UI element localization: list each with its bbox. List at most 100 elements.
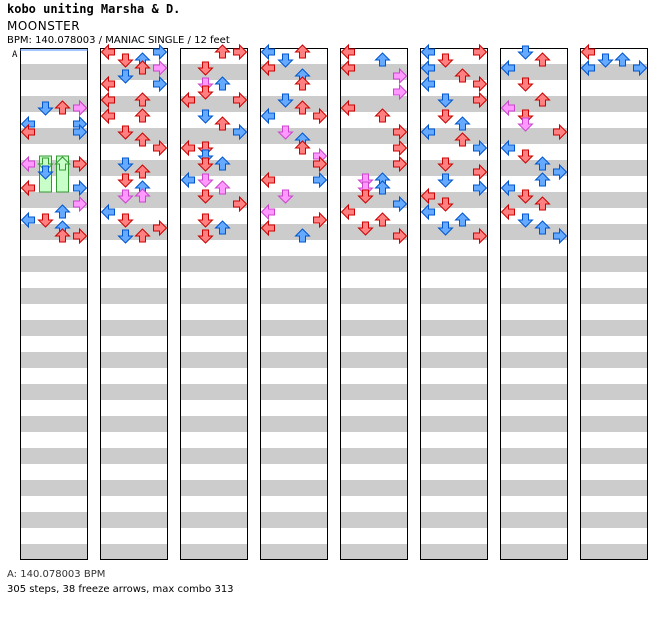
step-arrow (357, 173, 374, 188)
step-arrow (313, 155, 328, 173)
step-arrow (374, 212, 391, 227)
step-arrow (153, 75, 168, 93)
step-arrow (517, 149, 534, 164)
step-arrow (454, 132, 471, 147)
measure-stripe (580, 448, 648, 464)
measure-stripe (500, 96, 568, 112)
step-arrow (73, 123, 88, 141)
step-arrow (233, 123, 248, 141)
measure-stripe (500, 320, 568, 336)
step-arrow (517, 117, 534, 132)
step-arrow (37, 101, 54, 116)
step-arrow (100, 107, 115, 125)
step-arrow (197, 109, 214, 124)
step-arrow (180, 139, 195, 157)
bpm-note: A: 140.078003 BPM (7, 569, 106, 580)
measure-stripe (420, 192, 488, 208)
step-arrow (214, 44, 231, 59)
step-arrow (134, 92, 151, 107)
measure-stripe (20, 224, 88, 240)
measure-stripe (500, 224, 568, 240)
step-arrow (437, 221, 454, 236)
chart-column (500, 48, 568, 560)
step-arrow (357, 221, 374, 236)
measure-stripe (260, 192, 328, 208)
chart-meta: BPM: 140.078003 / MANIAC SINGLE / 12 fee… (7, 35, 230, 46)
chart-column (180, 48, 248, 560)
freeze-arrow-head (37, 157, 54, 172)
measure-stripe (500, 480, 568, 496)
measure-stripe (260, 288, 328, 304)
step-arrow (473, 179, 488, 197)
step-arrow (153, 139, 168, 157)
step-arrow (473, 75, 488, 93)
step-arrow (197, 77, 214, 92)
measure-stripe (340, 320, 408, 336)
measure-stripe (260, 64, 328, 80)
measure-stripe (180, 288, 248, 304)
measure-stripe (420, 288, 488, 304)
step-arrow (260, 171, 275, 189)
step-arrow (20, 123, 35, 141)
measure-stripe (500, 544, 568, 560)
step-arrow (473, 227, 488, 245)
measure-stripe (340, 96, 408, 112)
measure-stripe (20, 544, 88, 560)
measure-stripe (260, 352, 328, 368)
step-arrow (340, 203, 355, 221)
step-arrow (517, 45, 534, 60)
measure-stripe (100, 416, 168, 432)
step-arrow (260, 43, 275, 61)
step-arrow (534, 196, 551, 211)
step-arrow (553, 163, 568, 181)
step-arrow (420, 43, 435, 61)
measure-stripe (340, 416, 408, 432)
step-arrow (340, 43, 355, 61)
measure-stripe (100, 544, 168, 560)
step-arrow (500, 179, 515, 197)
step-arrow (73, 179, 88, 197)
measure-stripe (580, 416, 648, 432)
measure-stripe (580, 96, 648, 112)
step-arrow (517, 213, 534, 228)
measure-stripe (420, 352, 488, 368)
measure-stripe (580, 512, 648, 528)
step-arrow (420, 187, 435, 205)
step-arrow (517, 77, 534, 92)
step-arrow (374, 108, 391, 123)
measure-stripe (340, 256, 408, 272)
measure-stripe (340, 384, 408, 400)
step-arrow (294, 228, 311, 243)
measure-stripe (340, 448, 408, 464)
step-arrow (134, 132, 151, 147)
measure-stripe (20, 352, 88, 368)
step-arrow (134, 188, 151, 203)
measure-stripe (100, 256, 168, 272)
step-arrow (37, 213, 54, 228)
measure-stripe (180, 512, 248, 528)
step-arrow (420, 123, 435, 141)
step-arrow (294, 44, 311, 59)
step-arrow (197, 229, 214, 244)
measure-stripe (20, 96, 88, 112)
step-arrow (393, 83, 408, 101)
measure-stripe (180, 416, 248, 432)
step-arrow (197, 173, 214, 188)
measure-stripe (180, 384, 248, 400)
step-arrow (54, 204, 71, 219)
step-arrow (340, 59, 355, 77)
step-arrow (277, 53, 294, 68)
chart-stats: 305 steps, 38 freeze arrows, max combo 3… (7, 584, 234, 595)
measure-stripe (100, 160, 168, 176)
step-arrow (473, 43, 488, 61)
measure-stripe (580, 256, 648, 272)
step-arrow (500, 99, 515, 117)
measure-stripe (180, 192, 248, 208)
step-arrow (473, 163, 488, 181)
step-arrow (437, 93, 454, 108)
step-arrow (197, 61, 214, 76)
step-arrow (420, 75, 435, 93)
step-arrow (117, 229, 134, 244)
measure-stripe (580, 320, 648, 336)
measure-stripe (500, 352, 568, 368)
